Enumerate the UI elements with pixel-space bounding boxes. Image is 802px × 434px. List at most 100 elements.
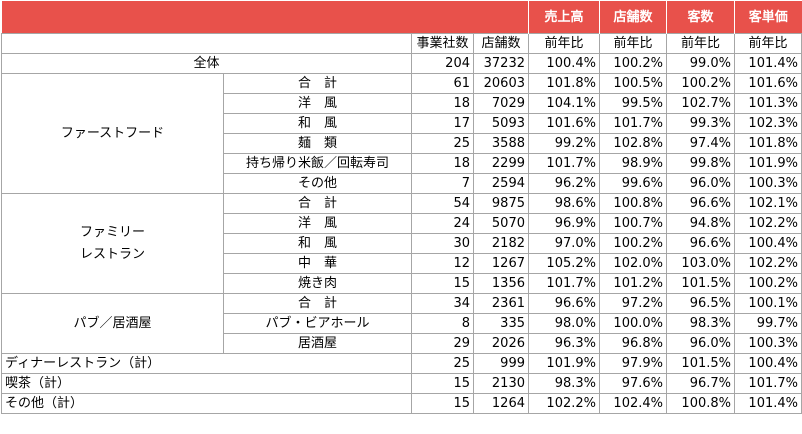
value-cell: 100.1%	[734, 293, 802, 314]
table-row: 洋 風 24 5070 96.9% 100.7% 94.8% 102.2%	[2, 213, 802, 234]
value-cell: 100.2%	[599, 53, 667, 74]
header-cell: 客単価	[734, 1, 802, 34]
value-cell: 101.5%	[666, 273, 735, 294]
value-cell: 99.8%	[666, 153, 735, 174]
row-label: ディナーレストラン（計）	[1, 353, 412, 374]
value-cell: 24	[411, 213, 474, 234]
value-cell: 15	[411, 393, 474, 414]
value-cell: 5093	[473, 113, 529, 134]
row-label: 喫茶（計）	[1, 373, 412, 394]
value-cell: 101.4%	[734, 393, 802, 414]
value-cell: 2361	[473, 293, 529, 314]
value-cell: 1264	[473, 393, 529, 414]
value-cell: 335	[473, 313, 529, 334]
value-cell: 101.7%	[734, 373, 802, 394]
value-cell: 99.7%	[734, 313, 802, 334]
value-cell: 98.6%	[528, 193, 600, 214]
value-cell: 97.9%	[599, 353, 667, 374]
value-cell: 101.4%	[734, 53, 802, 74]
value-cell: 30	[411, 233, 474, 254]
value-cell: 103.0%	[666, 253, 735, 274]
sub-row-label: 合 計	[223, 73, 412, 94]
sub-row-label: 中 華	[223, 253, 412, 274]
value-cell: 97.2%	[599, 293, 667, 314]
value-cell: 101.9%	[528, 353, 600, 374]
group-label-line: ファミリー	[79, 224, 145, 240]
value-cell: 100.2%	[734, 273, 802, 294]
sub-header-cell: 事業社数	[411, 33, 474, 54]
sub-row-label: パブ・ビアホール	[223, 313, 412, 334]
value-cell: 25	[411, 133, 474, 154]
value-cell: 2299	[473, 153, 529, 174]
value-cell: 102.2%	[528, 393, 600, 414]
value-cell: 37232	[473, 53, 529, 74]
value-cell: 96.8%	[599, 333, 667, 354]
group-label-line: パブ／居酒屋	[73, 315, 152, 331]
table-row: ファミリー レストラン合 計 54 9875 98.6% 100.8% 96.6% 102.1…	[1, 193, 802, 294]
value-cell: 102.1%	[734, 193, 802, 214]
value-cell: 97.6%	[599, 373, 667, 394]
table-row: 持ち帰り米飯／回転寿司 18 2299 101.7% 98.9% 99.8% 101.9%	[2, 153, 802, 174]
value-cell: 100.5%	[599, 73, 667, 94]
sub-row-label: 和 風	[223, 113, 412, 134]
value-cell: 102.3%	[734, 113, 802, 134]
value-cell: 15	[411, 273, 474, 294]
value-cell: 5070	[473, 213, 529, 234]
value-cell: 7	[411, 173, 474, 194]
row-label: その他（計）	[1, 393, 412, 414]
table-row: パブ・ビアホール 8 335 98.0% 100.0% 98.3% 99.7%	[2, 313, 802, 334]
value-cell: 29	[411, 333, 474, 354]
value-cell: 96.6%	[666, 233, 735, 254]
sub-row-label: 合 計	[223, 293, 412, 314]
value-cell: 999	[473, 353, 529, 374]
table-row: 麺 類 25 3588 99.2% 102.8% 97.4% 101.8%	[2, 133, 802, 154]
value-cell: 101.7%	[599, 113, 667, 134]
table-row: 焼き肉 15 1356 101.7% 101.2% 101.5% 100.2%	[2, 273, 802, 294]
group-label: ファーストフード	[1, 73, 224, 194]
table-body: 売上高 店舗数 客数 客単価 事業社数 店舗数 前年比 前年比 前年比 前年比 全体 204 37232…	[1, 1, 802, 414]
value-cell: 17	[411, 113, 474, 134]
header-cell: 店舗数	[599, 1, 667, 34]
sub-header-cell: 前年比	[599, 33, 667, 54]
sub-header-blank	[1, 33, 412, 54]
value-cell: 100.4%	[734, 353, 802, 374]
value-cell: 100.8%	[666, 393, 735, 414]
value-cell: 1356	[473, 273, 529, 294]
value-cell: 102.2%	[734, 253, 802, 274]
table-row: 全体 204 37232 100.4% 100.2% 99.0% 101.4%	[1, 53, 802, 74]
value-cell: 7029	[473, 93, 529, 114]
value-cell: 102.2%	[734, 213, 802, 234]
sub-row-label: 麺 類	[223, 133, 412, 154]
value-cell: 2130	[473, 373, 529, 394]
value-cell: 94.8%	[666, 213, 735, 234]
value-cell: 101.8%	[734, 133, 802, 154]
table-row: 和 風 30 2182 97.0% 100.2% 96.6% 100.4%	[2, 233, 802, 254]
value-cell: 96.6%	[528, 293, 600, 314]
value-cell: 12	[411, 253, 474, 274]
value-cell: 96.6%	[666, 193, 735, 214]
value-cell: 100.4%	[734, 233, 802, 254]
value-cell: 99.2%	[528, 133, 600, 154]
table-row: 喫茶（計） 15 2130 98.3% 97.6% 96.7% 101.7%	[1, 373, 802, 394]
sub-header-cell: 前年比	[734, 33, 802, 54]
group-label: ファミリー レストラン	[1, 193, 224, 294]
value-cell: 101.7%	[528, 153, 600, 174]
value-cell: 101.3%	[734, 93, 802, 114]
value-cell: 8	[411, 313, 474, 334]
table-row: その他（計） 15 1264 102.2% 102.4% 100.8% 101.4%	[1, 393, 802, 414]
sub-row-label: 居酒屋	[223, 333, 412, 354]
value-cell: 100.3%	[734, 173, 802, 194]
value-cell: 96.0%	[666, 333, 735, 354]
value-cell: 18	[411, 153, 474, 174]
value-cell: 100.8%	[599, 193, 667, 214]
value-cell: 99.5%	[599, 93, 667, 114]
value-cell: 97.4%	[666, 133, 735, 154]
value-cell: 100.2%	[666, 73, 735, 94]
value-cell: 101.6%	[528, 113, 600, 134]
value-cell: 98.3%	[666, 313, 735, 334]
value-cell: 101.8%	[528, 73, 600, 94]
header-cell: 客数	[666, 1, 735, 34]
value-cell: 105.2%	[528, 253, 600, 274]
sub-header-cell: 前年比	[528, 33, 600, 54]
header-cell: 売上高	[528, 1, 600, 34]
